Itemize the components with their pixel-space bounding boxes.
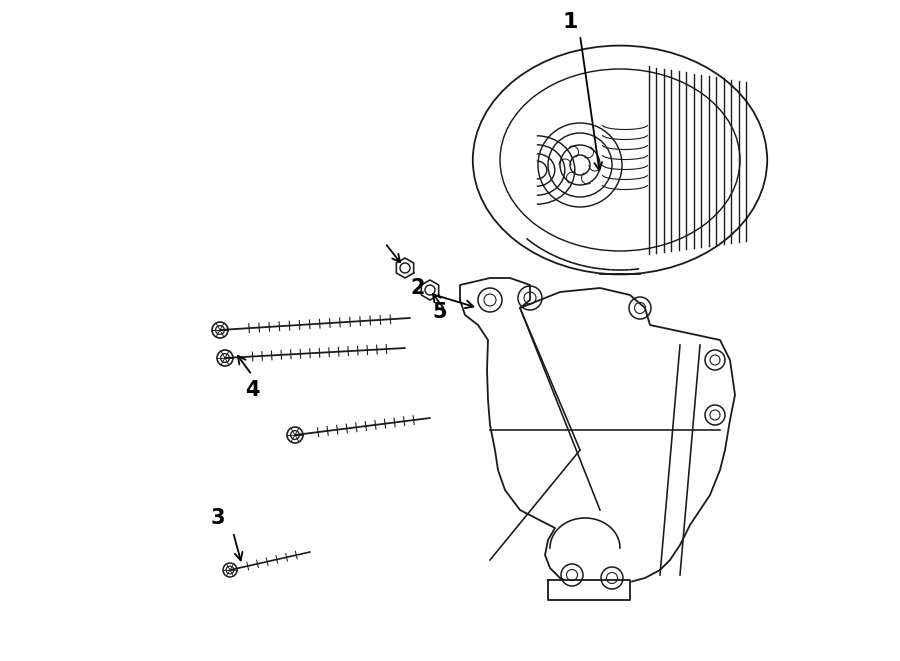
Polygon shape bbox=[396, 258, 414, 278]
Polygon shape bbox=[548, 580, 630, 600]
Text: 1: 1 bbox=[562, 12, 578, 32]
Polygon shape bbox=[460, 278, 735, 588]
Text: 5: 5 bbox=[433, 302, 447, 322]
Text: 4: 4 bbox=[245, 380, 259, 400]
Text: 3: 3 bbox=[211, 508, 225, 528]
Polygon shape bbox=[421, 280, 438, 300]
Text: 2: 2 bbox=[410, 278, 425, 298]
